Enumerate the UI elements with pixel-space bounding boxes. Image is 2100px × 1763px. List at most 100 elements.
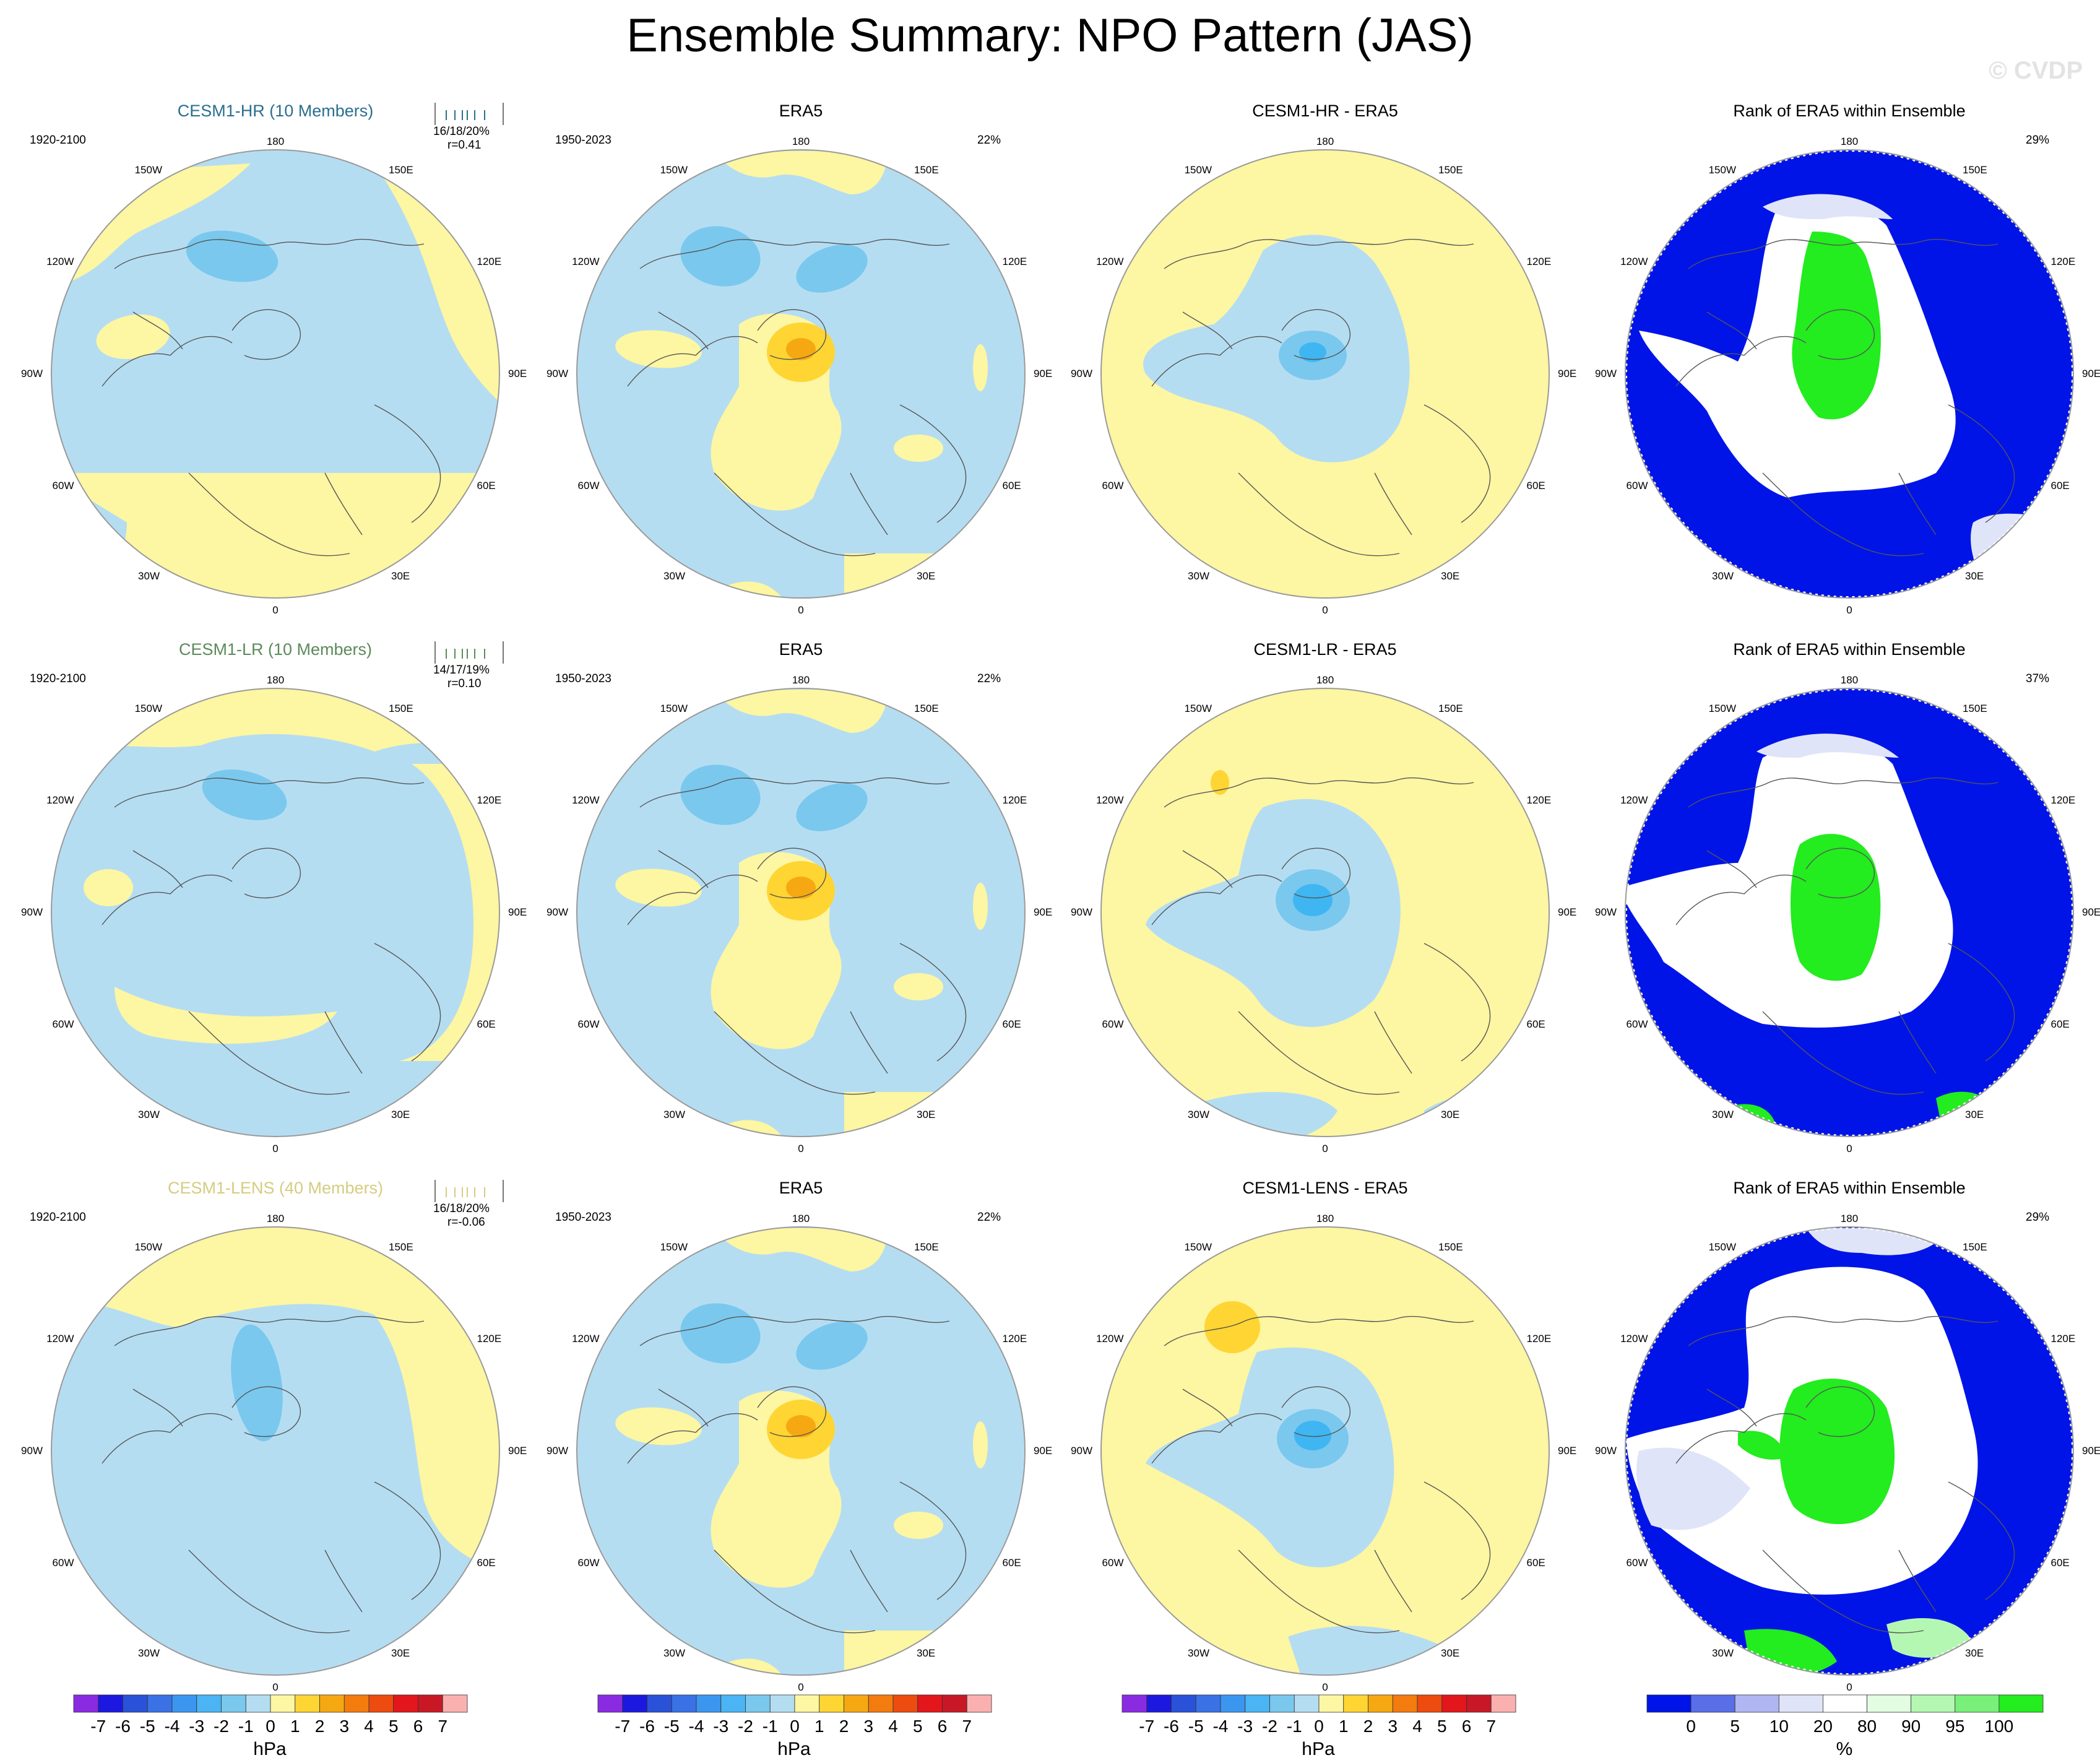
longitude-label: 120W (572, 794, 600, 806)
colorbar-tick-label: -6 (639, 1717, 655, 1736)
mid-rank-region (1971, 510, 2060, 584)
colorbar-tick-label: -3 (189, 1717, 205, 1736)
colorbar-tick-label: 2 (839, 1717, 849, 1736)
longitude-label: 180 (1316, 136, 1334, 147)
negative-center (186, 230, 279, 282)
longitude-label: 120E (2050, 1333, 2076, 1345)
longitude-label: 150E (389, 163, 413, 176)
longitude-label: 180 (792, 136, 810, 147)
longitude-label: 30W (1188, 1647, 1209, 1660)
colorbar-tick-label: 90 (1901, 1717, 1921, 1736)
longitude-label: 120E (2050, 794, 2076, 806)
colorbar-tick-label: 0 (790, 1717, 800, 1736)
colorbar-hpa-diff (1121, 1694, 1516, 1713)
longitude-label: 60W (1102, 480, 1124, 492)
pct-explained: 16/18/20% (433, 125, 490, 138)
positive-region (714, 1228, 888, 1271)
positive-region (973, 1421, 988, 1468)
positive-peak (786, 338, 816, 360)
longitude-label: 120E (477, 256, 502, 267)
negative-peak (1294, 1421, 1331, 1450)
longitude-label: 90W (21, 368, 43, 379)
longitude-label: 30W (138, 1109, 160, 1121)
negative-peak (1299, 342, 1326, 362)
longitude-label: 30W (1712, 570, 1734, 583)
longitude-label: 0 (1322, 604, 1328, 616)
longitude-label: 120W (46, 1333, 74, 1345)
longitude-label: 0 (798, 1143, 804, 1154)
longitude-label: 150E (1963, 702, 1987, 714)
longitude-label: 180 (1840, 136, 1859, 147)
positive-region (96, 314, 170, 360)
positive-region (615, 1407, 702, 1445)
longitude-label: 150E (1963, 163, 1987, 176)
longitude-label: 180 (266, 136, 285, 147)
colorbar-box (196, 1694, 222, 1713)
longitude-label: 30E (917, 570, 936, 583)
longitude-label: 90E (508, 906, 527, 918)
rank-map (1625, 1226, 2074, 1676)
longitude-label: 150W (1708, 702, 1736, 714)
longitude-label: 90E (508, 1445, 527, 1457)
longitude-label: 30E (391, 1647, 410, 1660)
colorbar-box (1646, 1694, 1692, 1713)
longitude-label: 150E (1438, 163, 1463, 176)
ensemble-ticks (434, 103, 504, 125)
period-label: 1920-2100 (30, 134, 86, 147)
longitude-label: 150W (134, 1241, 162, 1253)
colorbar-box (147, 1694, 173, 1713)
coastlines (102, 777, 441, 1095)
model-panel-title: CESM1-LR (10 Members) (178, 640, 373, 659)
pct-explained: 22% (977, 1211, 1001, 1224)
high-rank-region (1886, 1618, 1973, 1658)
colorbar-box (1690, 1694, 1735, 1713)
longitude-label: 90W (547, 368, 568, 379)
colorbar-tick-label: 5 (1437, 1717, 1447, 1736)
colorbar-tick-label: -2 (738, 1717, 753, 1736)
longitude-label: 120E (1526, 794, 1552, 806)
era5-panel-title: ERA5 (779, 1179, 823, 1197)
longitude-label: 60E (1002, 480, 1021, 492)
positive-region (115, 987, 337, 1044)
colorbar-tick-label: -3 (1237, 1717, 1253, 1736)
longitude-label: 0 (1846, 604, 1852, 616)
positive-region (84, 869, 133, 906)
longitude-label: 60E (477, 1018, 496, 1030)
model-map (51, 1226, 500, 1676)
model-panel-title: CESM1-HR (10 Members) (177, 102, 374, 120)
colorbar-tick-label: 5 (1730, 1717, 1740, 1736)
longitude-label: 90W (1595, 1445, 1617, 1457)
longitude-label: 120E (1526, 1333, 1552, 1345)
colorbar-box (892, 1694, 918, 1713)
colorbar-box (221, 1694, 246, 1713)
pattern-correlation: r=0.41 (447, 139, 482, 152)
colorbar-box (597, 1694, 623, 1713)
longitude-label: 90E (1558, 906, 1577, 918)
longitude-label: 90W (1595, 906, 1617, 918)
longitude-label: 60W (1626, 1018, 1648, 1030)
diff-panel-title: CESM1-LR - ERA5 (1253, 640, 1397, 659)
longitude-label: 90W (1071, 906, 1092, 918)
pattern-correlation: r=0.10 (447, 677, 482, 690)
colorbar-box (1146, 1694, 1172, 1713)
colorbar-box (868, 1694, 894, 1713)
longitude-label: 30W (138, 570, 160, 583)
coastlines (1675, 238, 2015, 557)
negative-region (1424, 560, 1549, 598)
longitude-label: 150E (914, 1241, 939, 1253)
negative-center (680, 226, 761, 287)
longitude-label: 60W (1102, 1018, 1124, 1030)
map-outline (576, 149, 1026, 599)
longitude-label: 90E (1034, 368, 1053, 379)
colorbar-tick-label: -7 (615, 1717, 631, 1736)
diff-panel-title: CESM1-HR - ERA5 (1252, 102, 1398, 120)
colorbar-tick-label: 0 (1686, 1717, 1696, 1736)
positive-region (51, 473, 499, 598)
longitude-label: 30E (917, 1109, 936, 1121)
negative-region (1146, 1347, 1394, 1567)
longitude-label: 150E (1438, 702, 1463, 714)
colorbar-box (1734, 1694, 1779, 1713)
longitude-label: 90W (1595, 368, 1617, 379)
colorbar-tick-label: 3 (863, 1717, 874, 1736)
era5-map (576, 688, 1026, 1137)
